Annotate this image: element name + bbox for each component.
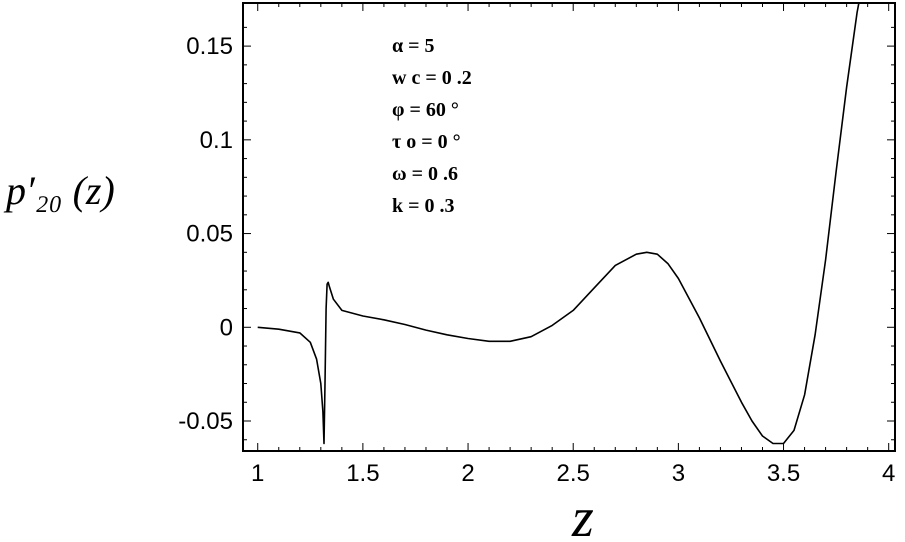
parameter-annotation: w c = 0 .2 <box>392 67 472 89</box>
plot-frame <box>242 2 896 452</box>
parameter-annotation: k = 0 .3 <box>392 195 455 217</box>
parameter-annotation: ω = 0 .6 <box>392 163 458 185</box>
parameter-annotation: α = 5 <box>392 35 435 57</box>
x-tick-label: 1 <box>251 460 264 487</box>
parameter-annotation: τ o = 0 ° <box>392 131 461 153</box>
x-tick-label: 4 <box>882 460 895 487</box>
y-axis-label: p′₂₀ (z) <box>3 168 115 213</box>
x-tick-label: 2.5 <box>557 460 590 487</box>
y-tick-label: -0.05 <box>178 408 233 435</box>
x-tick-label: 1.5 <box>346 460 379 487</box>
parameter-annotation: φ = 60 ° <box>392 99 459 121</box>
y-tick-label: 0 <box>220 314 233 341</box>
series-line <box>257 3 860 445</box>
y-tick-label: 0.1 <box>200 127 233 154</box>
x-axis-label: z <box>571 487 594 542</box>
x-tick-label: 2 <box>461 460 474 487</box>
y-tick-label: 0.05 <box>186 221 233 248</box>
x-tick-label: 3.5 <box>767 460 800 487</box>
y-tick-label: 0.15 <box>186 33 233 60</box>
x-tick-label: 3 <box>672 460 685 487</box>
